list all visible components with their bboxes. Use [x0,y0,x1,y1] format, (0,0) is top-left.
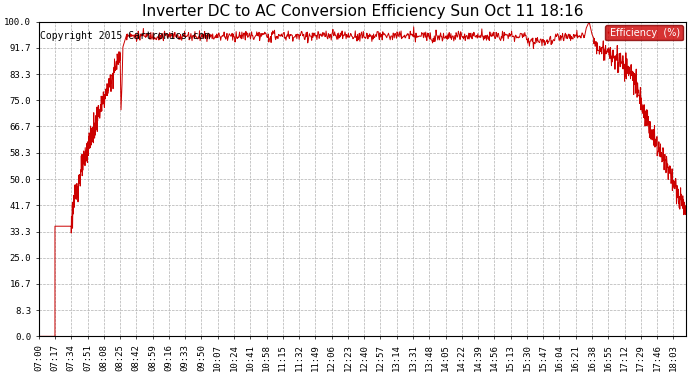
Text: Copyright 2015 Cartronics.com: Copyright 2015 Cartronics.com [40,31,210,41]
Legend: Efficiency  (%): Efficiency (%) [605,25,683,40]
Title: Inverter DC to AC Conversion Efficiency Sun Oct 11 18:16: Inverter DC to AC Conversion Efficiency … [141,4,583,19]
